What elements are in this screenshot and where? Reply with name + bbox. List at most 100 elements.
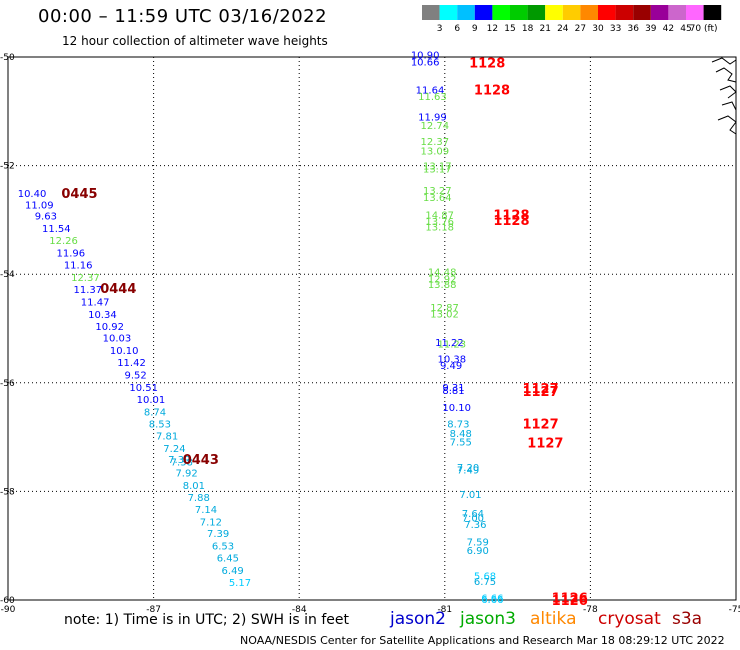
wave-height-label: 7.59: [467, 537, 489, 548]
wave-height-label: 13.76: [425, 217, 454, 228]
wave-height-label: 11.09: [25, 201, 54, 212]
wave-height-label: 7.88: [188, 493, 210, 504]
legend-swatch: [668, 5, 686, 20]
lat-tick-label: -54: [0, 270, 15, 280]
legend-swatch: [686, 5, 704, 20]
wave-height-label: 7.14: [195, 505, 217, 516]
wave-height-label: 7.64: [462, 509, 484, 520]
legend-swatch: [650, 5, 669, 20]
lon-tick-label: -87: [146, 605, 161, 615]
wave-height-label: 11.64: [416, 86, 445, 97]
legend-swatch: [527, 5, 546, 20]
coastline-segment: [721, 101, 737, 111]
lat-tick-label: -52: [0, 162, 15, 172]
wave-height-label: 7.24: [163, 444, 185, 455]
axis-labels: -90 -87 -84 -81 -78 -75 -50 -52 -54 -56 -58 -60: [0, 53, 740, 615]
sat-jason3-label: jason3: [460, 609, 516, 629]
sat-altika-label: altika: [530, 609, 577, 629]
lat-tick-label: -60: [0, 596, 15, 606]
wave-height-label: 6.66: [481, 593, 503, 604]
wave-height-label: 10.10: [442, 403, 471, 414]
legend-swatch: [422, 5, 440, 20]
legend-label: 30: [592, 24, 604, 34]
wave-height-label: 11.37: [74, 285, 103, 296]
coastline-islands: [711, 57, 737, 135]
pass-time-label: 1128: [469, 56, 505, 71]
pass-time-label: 0444: [100, 282, 136, 297]
wave-height-label: 6.66: [481, 595, 503, 606]
coastline-segment: [711, 57, 737, 65]
pass-time-label: 1128: [474, 84, 510, 99]
wave-height-label: 11.63: [418, 92, 447, 103]
wave-height-label: 7.92: [175, 468, 197, 479]
wave-height-label: 11.23: [438, 340, 467, 351]
legend-label: 42: [663, 24, 674, 34]
pass-time-label: 1127: [522, 418, 558, 433]
wave-height-label: 7.01: [459, 490, 481, 501]
pass-time-label: 0445: [61, 187, 97, 202]
wave-height-label: 8.48: [450, 429, 472, 440]
wave-height-label: 7.39: [168, 455, 190, 466]
wave-height-label: 9.31: [442, 383, 464, 394]
wave-height-label: 10.92: [95, 322, 124, 333]
wave-height-label: 10.03: [103, 334, 132, 345]
wave-height-label: 12.37: [71, 273, 100, 284]
coastline-segment: [715, 67, 737, 83]
lon-tick-label: -84: [292, 605, 307, 615]
wave-height-label: 7.20: [457, 463, 479, 474]
wave-height-label: 11.42: [117, 358, 146, 369]
pass-time-label: 1127: [522, 385, 558, 400]
wave-height-label: 9.63: [35, 212, 57, 223]
wave-height-label: 6.49: [222, 566, 244, 577]
legend-label: 24: [557, 24, 569, 34]
lon-tick-label: -81: [437, 605, 452, 615]
lat-tick-label: -50: [0, 53, 15, 63]
lat-tick-label: -56: [0, 379, 15, 389]
legend-label: 36: [627, 24, 639, 34]
map-subtitle: 12 hour collection of altimeter wave hei…: [62, 34, 328, 48]
lon-tick-label: -90: [1, 605, 16, 615]
wave-height-label: 7.36: [464, 520, 486, 531]
map-title: 00:00 – 11:59 UTC 03/16/2022: [38, 6, 328, 27]
pass-time-label: 1128: [493, 208, 529, 223]
wave-height-label: 6.75: [474, 577, 496, 588]
pass-time-label: 1127: [527, 437, 563, 452]
legend-swatch: [545, 5, 563, 20]
wave-height-label: 5.17: [229, 578, 251, 589]
sat-s3a-label: s3a: [672, 609, 703, 629]
sat-jason2-label: jason2: [390, 609, 446, 629]
wave-height-label: 8.01: [183, 481, 205, 492]
sat-cryosat-label: cryosat: [598, 609, 661, 629]
lat-tick-label: -58: [0, 487, 15, 497]
legend-label: 21: [539, 24, 550, 34]
wave-height-label: 10.34: [88, 310, 117, 321]
wave-height-label: 11.16: [64, 260, 93, 271]
wave-height-label: 7.38: [171, 458, 193, 469]
legend-swatch: [615, 5, 634, 20]
coastline-segment: [719, 85, 737, 99]
wave-height-label: 13.27: [423, 186, 452, 197]
wave-height-observations: 10.9010.6611.6411.6311.9912.7412.3713.09…: [18, 50, 504, 606]
credit-line: NOAA/NESDIS Center for Satellite Applica…: [240, 634, 725, 647]
wave-height-label: 7.12: [200, 517, 222, 528]
wave-height-label: 13.18: [425, 222, 454, 233]
wave-height-label: 13.17: [423, 164, 452, 175]
legend-swatch: [703, 5, 722, 20]
footer-note: note: 1) Time is in UTC; 2) SWH is in fe…: [64, 612, 350, 628]
legend-swatch: [439, 5, 458, 20]
legend-swatch: [562, 5, 581, 20]
wave-height-label: 5.68: [474, 572, 496, 583]
pass-time-label: 0443: [183, 453, 219, 468]
legend-label: 3: [437, 24, 443, 34]
wave-height-label: 8.74: [144, 408, 166, 419]
legend-swatch: [474, 5, 493, 20]
wave-height-label: 8.73: [447, 420, 469, 431]
pass-time-label: 1126: [552, 591, 588, 606]
legend-label: 39: [645, 24, 657, 34]
wave-height-label: 12.26: [49, 236, 78, 247]
legend-swatch: [457, 5, 475, 20]
wave-height-label: 8.53: [149, 420, 171, 431]
wave-height-label: 7.00: [462, 513, 484, 524]
wave-height-label: 10.01: [137, 395, 166, 406]
